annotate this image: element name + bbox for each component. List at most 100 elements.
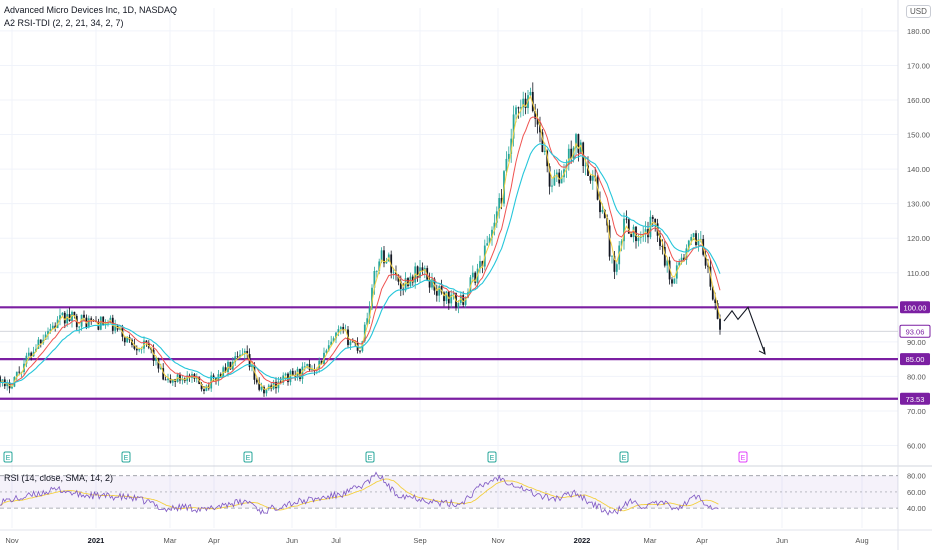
candle-body <box>515 107 517 115</box>
candle-body <box>534 110 537 119</box>
candle-body <box>349 341 352 346</box>
price-axis-tick: 160.00 <box>907 96 930 105</box>
candle-body <box>351 341 354 343</box>
candle-body <box>246 351 249 355</box>
time-axis-tick: Jun <box>286 536 298 545</box>
candle-body <box>47 331 49 335</box>
candle-body <box>327 345 330 351</box>
currency-button[interactable]: USD <box>906 5 931 18</box>
candle-body <box>707 265 709 267</box>
candle-body <box>531 91 534 111</box>
candle-body <box>654 218 657 224</box>
candle-body <box>229 361 232 370</box>
candle-body <box>0 376 1 383</box>
candle-body <box>291 370 294 376</box>
candle-body <box>486 243 489 246</box>
earnings-marker[interactable]: E <box>619 451 629 463</box>
price-axis-tick: 120.00 <box>907 234 930 243</box>
earnings-marker[interactable]: E <box>738 451 748 463</box>
candle-body <box>241 353 244 355</box>
candle-body <box>265 389 268 394</box>
price-axis-tick: 130.00 <box>907 200 930 209</box>
candle-body <box>613 255 616 272</box>
candle-body <box>366 318 369 325</box>
candle-body <box>49 328 52 332</box>
time-axis-tick: Sep <box>413 536 426 545</box>
candle-body <box>620 241 623 246</box>
candle-body <box>615 264 618 272</box>
earnings-marker-box <box>121 451 131 463</box>
candle-body <box>337 329 340 333</box>
candle-body <box>27 352 30 356</box>
candle-body <box>553 175 556 186</box>
price-axis-tick: 60.00 <box>907 442 926 451</box>
time-axis-tick: 2022 <box>574 536 591 545</box>
candle-body <box>255 379 258 383</box>
candle-body <box>539 124 541 133</box>
candle-body <box>11 386 13 389</box>
level-price-tag <box>900 353 930 366</box>
projection-arrowhead <box>758 346 766 355</box>
candle-body <box>711 286 714 300</box>
earnings-marker-label: E <box>246 455 251 462</box>
candle-body <box>452 293 455 295</box>
candle-body <box>404 278 407 291</box>
candle-body <box>320 360 323 364</box>
candle-body <box>548 166 551 187</box>
candle-body <box>671 279 673 284</box>
candle-body <box>303 366 306 368</box>
candle-body <box>6 382 9 387</box>
candle-body <box>445 291 448 302</box>
candle-body <box>162 368 165 380</box>
time-axis-tick: Aug <box>855 536 868 545</box>
candle-body <box>200 384 203 390</box>
candle-body <box>342 326 345 330</box>
candle-body <box>39 339 42 344</box>
earnings-marker-box <box>365 451 375 463</box>
candle-body <box>591 175 594 181</box>
candle-body <box>627 219 630 234</box>
earnings-marker-label: E <box>6 455 11 462</box>
price-axis[interactable]: 180.00 170.00 160.00 150.00 140.00 130.00 120.… <box>907 27 930 513</box>
candle-body <box>253 365 256 380</box>
candle-body <box>500 198 503 204</box>
candle-body <box>371 287 373 308</box>
time-axis-tick: Nov <box>491 536 505 545</box>
rsi-axis-tick: 80.00 <box>907 472 926 481</box>
rsi-axis-tick: 60.00 <box>907 488 926 497</box>
candle-body <box>169 378 172 383</box>
candle-body <box>428 279 431 288</box>
candle-body <box>104 323 107 326</box>
candle-body <box>536 118 539 125</box>
symbol-title[interactable]: Advanced Micro Devices Inc, 1D, NASDAQ <box>4 5 178 15</box>
candle-body <box>359 350 361 352</box>
candle-body <box>651 216 654 219</box>
earnings-marker[interactable]: E <box>121 451 131 463</box>
candle-body <box>639 236 642 238</box>
candle-body <box>683 257 685 260</box>
level-price-tag-label: 73.53 <box>906 395 925 404</box>
candle-body <box>90 318 93 321</box>
candle-body <box>397 274 400 282</box>
rsi-title[interactable]: RSI (14, close, SMA, 14, 2) <box>4 473 114 483</box>
earnings-marker[interactable]: E <box>3 451 13 463</box>
indicator-title[interactable]: A2 RSI-TDI (2, 2, 21, 34, 2, 7) <box>4 18 124 28</box>
candle-body <box>495 211 498 223</box>
earnings-marker[interactable]: E <box>365 451 375 463</box>
candle-body <box>630 233 633 238</box>
earnings-marker-box <box>487 451 497 463</box>
price-axis-tick: 110.00 <box>907 269 929 278</box>
candle-body <box>687 240 690 249</box>
earnings-marker[interactable]: E <box>487 451 497 463</box>
candle-body <box>666 260 669 266</box>
earnings-marker[interactable]: E <box>243 451 253 463</box>
time-axis-tick: Jun <box>776 536 788 545</box>
time-axis[interactable]: Nov 2021 Mar Apr Jun Jul Sep Nov 2022 Mar Apr Jun Au… <box>0 529 932 545</box>
candle-body <box>284 373 287 376</box>
candle-body <box>560 177 563 184</box>
candle-body <box>411 276 414 283</box>
candle-body <box>479 261 481 269</box>
